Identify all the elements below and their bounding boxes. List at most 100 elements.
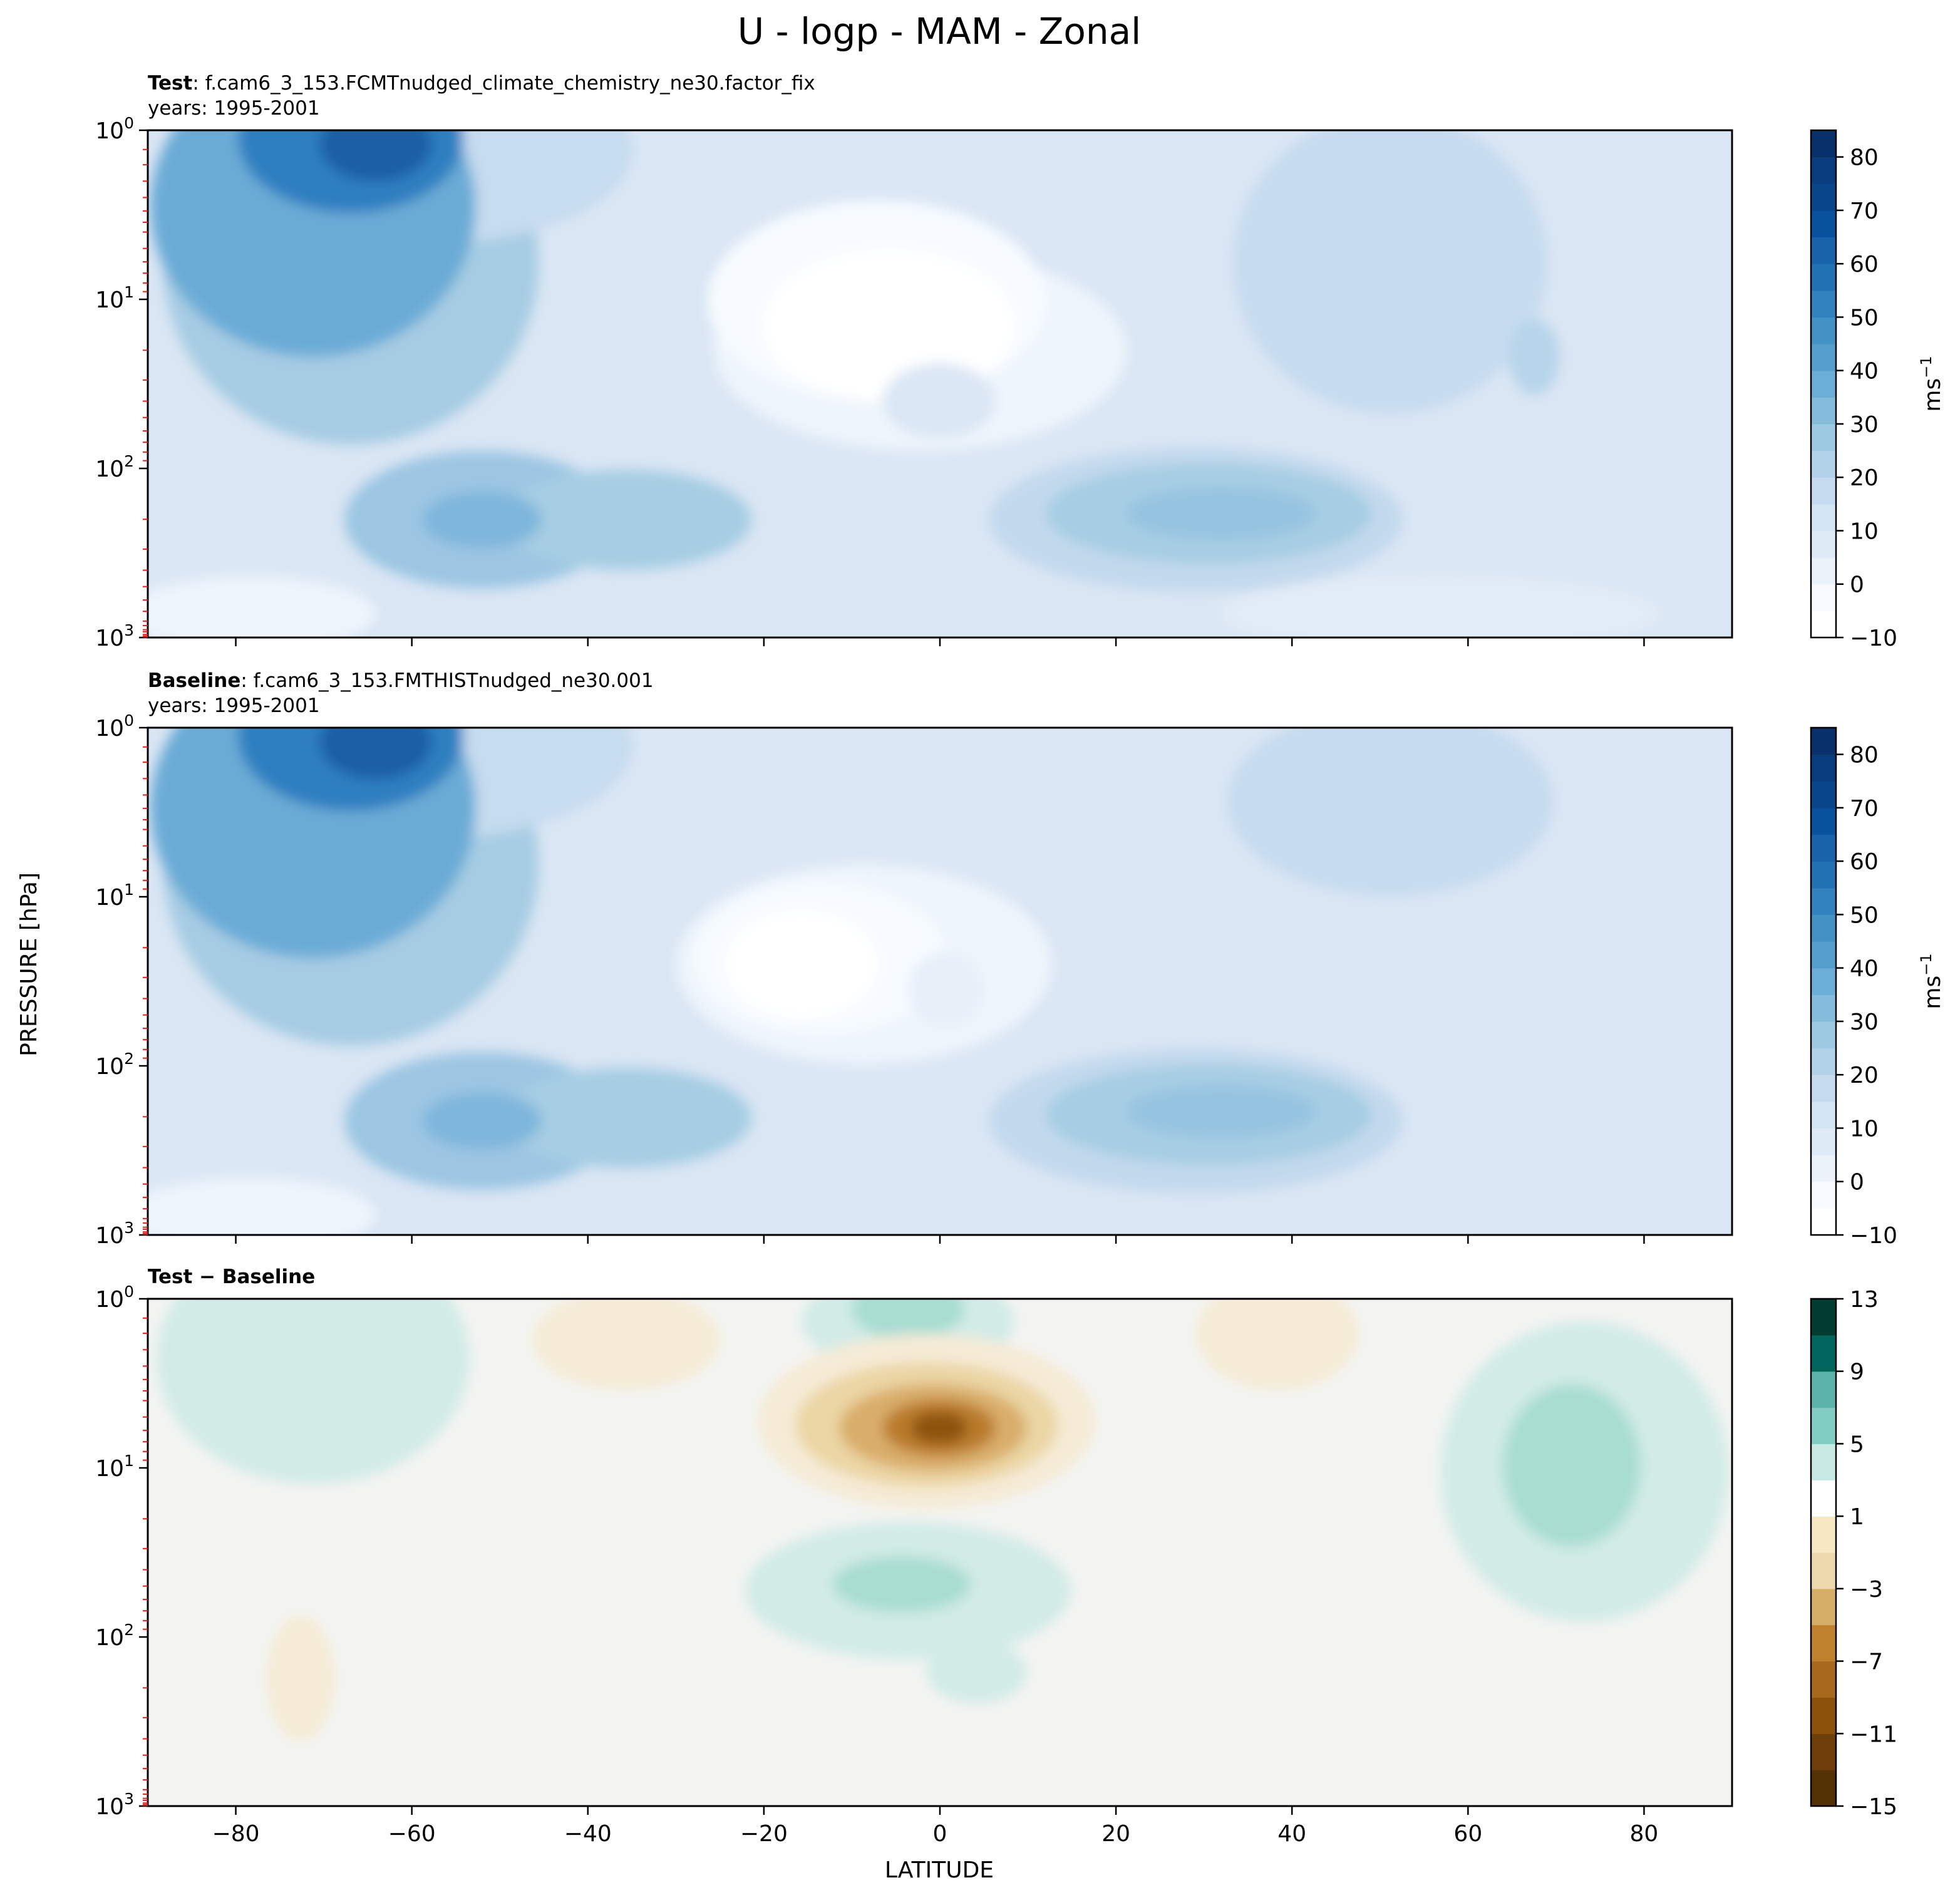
colorbar-tick-label: 5	[1850, 1432, 1864, 1457]
colorbar-tick-label: 60	[1850, 252, 1879, 277]
test-panel-label: Test: f.cam6_3_153.FCMTnudged_climate_ch…	[148, 72, 815, 95]
diff-colorbar: 13 9 5 1 −3 −7 −11 −15	[1810, 1287, 1897, 1820]
colorbar-segment	[1811, 1021, 1836, 1049]
colorbar-segment	[1811, 1697, 1836, 1734]
colorbar-segment	[1811, 834, 1836, 862]
colorbar-segment	[1811, 1516, 1836, 1553]
x-tick-label: 40	[1277, 1821, 1306, 1847]
colorbar-segment	[1811, 941, 1836, 969]
colorbar-tick-label: −7	[1850, 1650, 1883, 1675]
x-tick-label: 60	[1453, 1821, 1482, 1847]
baseline-years: years: 1995-2001	[148, 694, 320, 717]
test-contour-field	[148, 130, 1732, 638]
y-tick-label: 103	[95, 621, 134, 651]
colorbar-tick-label: 30	[1850, 1009, 1879, 1035]
colorbar-segment	[1811, 344, 1836, 371]
test-axes: 100 101 102 103	[95, 114, 1645, 651]
colorbar-tick-label: −11	[1850, 1722, 1897, 1747]
colorbar-segment	[1811, 397, 1836, 425]
colorbar-tick-label: 1	[1850, 1504, 1864, 1530]
colorbar-segment	[1811, 1299, 1836, 1336]
colorbar-tick-label: 50	[1850, 305, 1879, 331]
y-tick-label: 103	[95, 1790, 134, 1820]
colorbar-tick-label: 60	[1850, 849, 1879, 875]
diff-contour-field	[148, 1299, 1732, 1806]
y-tick-label: 100	[95, 1283, 134, 1313]
colorbar-segment	[1811, 968, 1836, 995]
colorbar-tick-label: −10	[1850, 626, 1897, 651]
colorbar-frame	[1810, 1298, 1837, 1807]
colorbar-tick-label: 70	[1850, 199, 1879, 224]
colorbar-segment	[1811, 1181, 1836, 1209]
colorbar-segment	[1811, 914, 1836, 942]
colorbar-segment	[1811, 1770, 1836, 1807]
colorbar-tick-label: 70	[1850, 796, 1879, 822]
colorbar-segment	[1811, 887, 1836, 916]
colorbar-segment	[1811, 210, 1836, 238]
y-tick-label: 103	[95, 1219, 134, 1249]
baseline-axes: 100 101 102 103	[95, 711, 1645, 1249]
colorbar-segment	[1811, 450, 1836, 478]
colorbar-segment	[1811, 503, 1836, 532]
x-tick-label: −60	[388, 1821, 436, 1847]
colorbar-segment	[1811, 1480, 1836, 1517]
colorbar-segment	[1811, 1208, 1836, 1236]
baseline-colorbar-units-exp: −1	[1917, 953, 1935, 975]
test-label-rest: : f.cam6_3_153.FCMTnudged_climate_chemis…	[192, 72, 815, 95]
test-colorbar: 80 70 60 50 40 30 20 10 0 −10	[1810, 129, 1897, 651]
test-colorbar-units-exp: −1	[1917, 356, 1935, 378]
colorbar-segment	[1811, 317, 1836, 344]
colorbar-segment	[1811, 1552, 1836, 1589]
colorbar-segment	[1811, 237, 1836, 264]
colorbar-segment	[1811, 807, 1836, 835]
diff-axes: −80 −60 −40 −20 0 20 40 60 80 100 101 102 103	[95, 1283, 1658, 1847]
colorbar-tick-label: 0	[1850, 1170, 1864, 1195]
colorbar-segment	[1811, 754, 1836, 782]
test-colorbar-label: ms−1	[1917, 356, 1946, 411]
x-tick-label: 0	[933, 1821, 947, 1847]
colorbar-frame	[1810, 129, 1837, 639]
colorbar-tick-label: 20	[1850, 465, 1879, 491]
colorbar-tick-label: 13	[1850, 1287, 1879, 1313]
colorbar-segment	[1811, 1443, 1836, 1480]
y-tick-label: 102	[95, 1621, 134, 1651]
colorbar-segment	[1811, 1624, 1836, 1662]
colorbar-segment	[1811, 1371, 1836, 1408]
colorbar-segment	[1811, 728, 1836, 755]
x-tick-label: −20	[740, 1821, 788, 1847]
colorbar-tick-label: 50	[1850, 902, 1879, 928]
colorbar-segment	[1811, 584, 1836, 611]
colorbar-tick-label: −10	[1850, 1223, 1897, 1249]
colorbar-segment	[1811, 1733, 1836, 1770]
baseline-contour-field	[148, 728, 1732, 1235]
colorbar-segment	[1811, 611, 1836, 638]
colorbar-tick-label: −15	[1850, 1794, 1897, 1820]
y-tick-label: 101	[95, 283, 134, 313]
colorbar-tick-label: 30	[1850, 412, 1879, 438]
colorbar-tick-label: 10	[1850, 1116, 1879, 1142]
colorbar-tick-label: 9	[1850, 1360, 1864, 1385]
colorbar-tick-label: 40	[1850, 956, 1879, 982]
y-tick-label: 102	[95, 1050, 134, 1080]
colorbar-segment	[1811, 1661, 1836, 1698]
colorbar-segment	[1811, 183, 1836, 211]
colorbar-segment	[1811, 423, 1836, 452]
colorbar-segment	[1811, 781, 1836, 808]
x-tick-label: 80	[1630, 1821, 1659, 1847]
x-tick-label: −40	[564, 1821, 612, 1847]
baseline-panel-label: Baseline: f.cam6_3_153.FMTHISTnudged_ne3…	[148, 669, 654, 692]
x-tick-label: 20	[1101, 1821, 1130, 1847]
colorbar-segment	[1811, 861, 1836, 889]
colorbar-segment	[1811, 370, 1836, 398]
colorbar-segment	[1811, 994, 1836, 1022]
y-axis-label: PRESSURE [hPa]	[16, 872, 42, 1056]
colorbar-segment	[1811, 1075, 1836, 1102]
colorbar-segment	[1811, 1155, 1836, 1182]
test-label-bold: Test	[148, 72, 193, 95]
colorbar-segment	[1811, 1128, 1836, 1155]
baseline-colorbar-units: ms	[1920, 976, 1946, 1009]
colorbar-tick-label: 80	[1850, 743, 1879, 768]
colorbar-segment	[1811, 1048, 1836, 1075]
colorbar-tick-label: 0	[1850, 572, 1864, 598]
